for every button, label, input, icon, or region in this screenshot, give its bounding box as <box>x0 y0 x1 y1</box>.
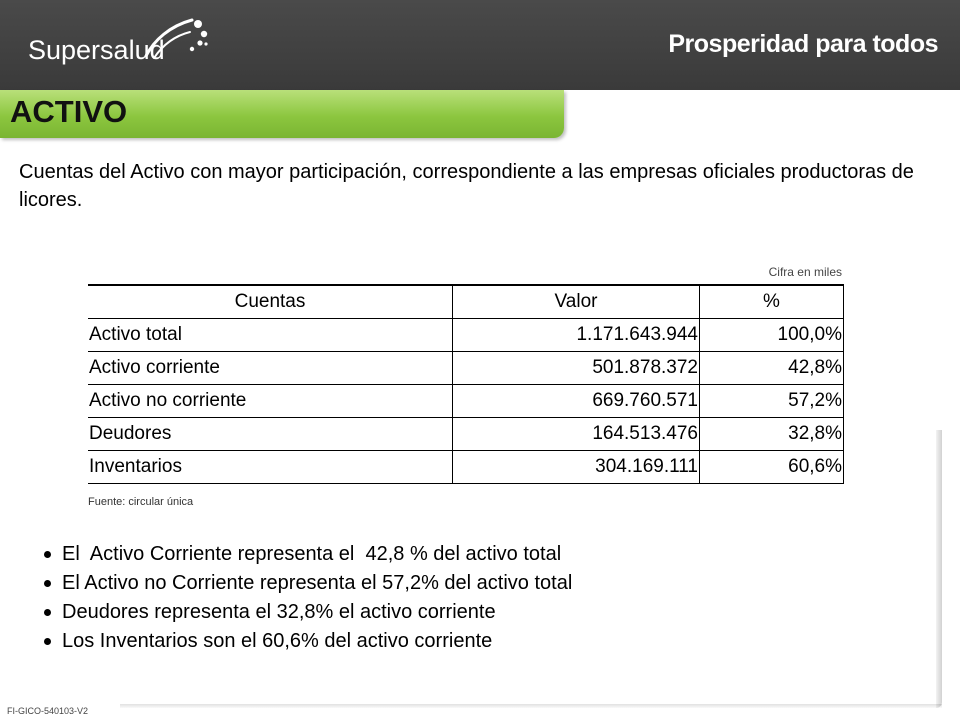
table-row: Activo no corriente 669.760.571 57,2% <box>88 384 844 418</box>
row-valor: 164.513.476 <box>452 417 700 451</box>
row-cuenta: Deudores <box>88 417 453 451</box>
bullet-item: Los Inventarios son el 60,6% del activo … <box>44 627 572 656</box>
table-row: Inventarios 304.169.111 60,6% <box>88 450 844 484</box>
bullet-text: El Activo no Corriente representa el 57,… <box>62 572 573 594</box>
bullet-item: Deudores representa el 32,8% el activo c… <box>44 598 572 627</box>
row-cuenta: Activo corriente <box>88 351 453 385</box>
brand-name: Supersalud <box>28 34 165 65</box>
header-cuentas: Cuentas <box>88 284 453 319</box>
section-title: ACTIVO <box>10 94 128 129</box>
slogan-logo: Prosperidad para todos <box>668 30 938 58</box>
bullet-text: El Activo Corriente representa el 42,8 %… <box>62 543 562 565</box>
header-pct: % <box>699 284 844 319</box>
header-valor: Valor <box>452 284 700 319</box>
header-bar: Supersalud Prosperidad para todos <box>0 0 960 90</box>
row-valor: 669.760.571 <box>452 384 700 418</box>
row-pct: 60,6% <box>699 450 844 484</box>
row-valor: 501.878.372 <box>452 351 700 385</box>
row-cuenta: Activo no corriente <box>88 384 453 418</box>
document-code: FI-GICO-540103-V2 <box>7 706 89 716</box>
row-cuenta: Inventarios <box>88 450 453 484</box>
bullet-list: El Activo Corriente representa el 42,8 %… <box>44 540 572 656</box>
table-unit-note: Cifra en miles <box>768 265 842 279</box>
bullet-dot-icon <box>44 551 51 558</box>
row-pct: 32,8% <box>699 417 844 451</box>
slide-bottom-shadow <box>120 704 942 708</box>
bullet-dot-icon <box>44 580 51 587</box>
bullet-text: Deudores representa el 32,8% el activo c… <box>62 601 496 623</box>
bullet-text: Los Inventarios son el 60,6% del activo … <box>62 630 493 652</box>
row-pct: 100,0% <box>699 318 844 352</box>
bullet-item: El Activo Corriente representa el 42,8 %… <box>44 540 572 569</box>
table-row: Deudores 164.513.476 32,8% <box>88 417 844 451</box>
row-pct: 57,2% <box>699 384 844 418</box>
supersalud-swirl-icon <box>144 18 208 59</box>
table-source: Fuente: circular única <box>88 496 194 508</box>
activo-table: Cuentas Valor % Activo total 1.171.643.9… <box>88 284 844 484</box>
supersalud-logo: Supersalud <box>28 18 208 70</box>
bullet-dot-icon <box>44 609 51 616</box>
row-cuenta: Activo total <box>88 318 453 352</box>
slide-edge-shadow <box>936 430 942 708</box>
table-header-row: Cuentas Valor % <box>88 284 844 319</box>
table-row: Activo total 1.171.643.944 100,0% <box>88 318 844 352</box>
row-valor: 304.169.111 <box>452 450 700 484</box>
bullet-item: El Activo no Corriente representa el 57,… <box>44 569 572 598</box>
bullet-dot-icon <box>44 638 51 645</box>
table-row: Activo corriente 501.878.372 42,8% <box>88 351 844 385</box>
intro-paragraph: Cuentas del Activo con mayor participaci… <box>19 161 914 211</box>
row-pct: 42,8% <box>699 351 844 385</box>
section-title-band <box>0 90 564 138</box>
row-valor: 1.171.643.944 <box>452 318 700 352</box>
